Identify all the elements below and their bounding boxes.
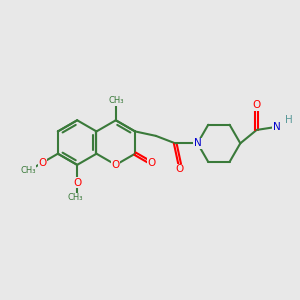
Text: N: N — [273, 122, 280, 132]
Text: CH₃: CH₃ — [68, 193, 83, 202]
Text: O: O — [148, 158, 156, 168]
Text: H: H — [285, 115, 292, 124]
Text: CH₃: CH₃ — [20, 166, 36, 175]
Text: O: O — [73, 178, 81, 188]
Text: O: O — [38, 158, 46, 168]
Text: CH₃: CH₃ — [108, 97, 124, 106]
Text: O: O — [176, 164, 184, 175]
Text: O: O — [253, 100, 261, 110]
Text: N: N — [194, 138, 201, 148]
Text: O: O — [112, 160, 120, 170]
